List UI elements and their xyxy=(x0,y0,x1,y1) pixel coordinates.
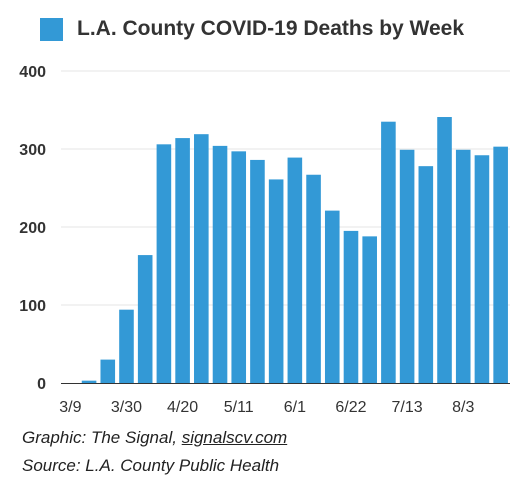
credit-prefix: Graphic: The Signal, xyxy=(22,428,182,447)
y-tick-label: 200 xyxy=(19,220,46,237)
y-tick-label: 100 xyxy=(19,298,46,315)
bar xyxy=(418,166,434,383)
x-tick-label: 8/3 xyxy=(452,399,474,416)
legend-label: L.A. County COVID-19 Deaths by Week xyxy=(77,17,465,40)
bar xyxy=(231,151,247,383)
bar xyxy=(194,134,209,383)
x-tick-label: 6/22 xyxy=(335,399,366,416)
bar xyxy=(381,121,396,383)
bar xyxy=(493,146,508,383)
x-tick-label: 4/20 xyxy=(167,399,198,416)
bar xyxy=(343,230,359,383)
x-tick-label: 7/13 xyxy=(392,399,423,416)
y-tick-label: 400 xyxy=(19,64,46,81)
legend: L.A. County COVID-19 Deaths by Week xyxy=(40,17,464,41)
bar xyxy=(362,236,377,383)
x-tick-label: 3/9 xyxy=(59,399,81,416)
bar xyxy=(137,255,153,383)
y-tick-label: 0 xyxy=(37,376,46,393)
data-source: Source: L.A. County Public Health xyxy=(22,456,280,475)
bar xyxy=(250,159,265,383)
legend-swatch xyxy=(40,17,63,41)
y-tick-label: 300 xyxy=(19,142,46,159)
bar xyxy=(437,117,452,384)
bar xyxy=(212,145,228,383)
bar xyxy=(306,174,321,383)
bar xyxy=(287,157,303,383)
bar xyxy=(100,359,116,383)
bar xyxy=(324,210,340,383)
bar xyxy=(268,179,284,383)
bar xyxy=(455,149,471,383)
x-tick-label: 3/30 xyxy=(111,399,142,416)
bar xyxy=(156,144,172,383)
bar xyxy=(81,380,97,383)
bar xyxy=(399,149,415,383)
x-tick-label: 6/1 xyxy=(284,399,306,416)
credit-link[interactable]: signalscv.com xyxy=(181,428,288,447)
bar xyxy=(119,309,134,383)
bar xyxy=(474,155,490,383)
x-tick-label: 5/11 xyxy=(224,399,254,416)
graphic-credit: Graphic: The Signal, signalscv.com xyxy=(22,428,287,448)
bar xyxy=(175,138,190,383)
